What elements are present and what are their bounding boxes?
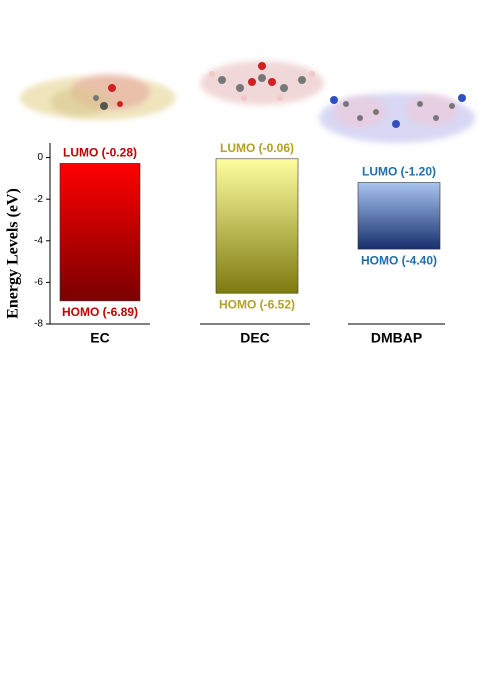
y-tick-label: -2 bbox=[34, 194, 43, 205]
x-tick-label: EC bbox=[90, 330, 109, 346]
x-tick-label: DMBAP bbox=[371, 330, 422, 346]
homo-label: HOMO (-4.40) bbox=[361, 253, 437, 267]
bar bbox=[215, 158, 299, 294]
bar bbox=[59, 163, 141, 302]
homo-label: HOMO (-6.52) bbox=[219, 297, 295, 311]
x-tick-label: DEC bbox=[240, 330, 270, 346]
y-tick-label: 0 bbox=[37, 152, 43, 163]
y-tick-label: -8 bbox=[34, 319, 43, 330]
molecule-dec bbox=[200, 61, 324, 105]
molecule-ec-atoms bbox=[93, 84, 123, 110]
lumo-label: LUMO (-0.06) bbox=[220, 141, 294, 155]
y-tick-label: -6 bbox=[34, 277, 43, 288]
lumo-label: LUMO (-0.28) bbox=[63, 146, 137, 160]
molecule-dmbap bbox=[319, 93, 475, 143]
lumo-label: LUMO (-1.20) bbox=[362, 165, 436, 179]
homo-label: HOMO (-6.89) bbox=[62, 305, 138, 319]
y-tick-label: -4 bbox=[34, 235, 43, 246]
bar bbox=[357, 182, 441, 250]
y-axis-title: Energy Levels (eV) bbox=[5, 188, 22, 319]
